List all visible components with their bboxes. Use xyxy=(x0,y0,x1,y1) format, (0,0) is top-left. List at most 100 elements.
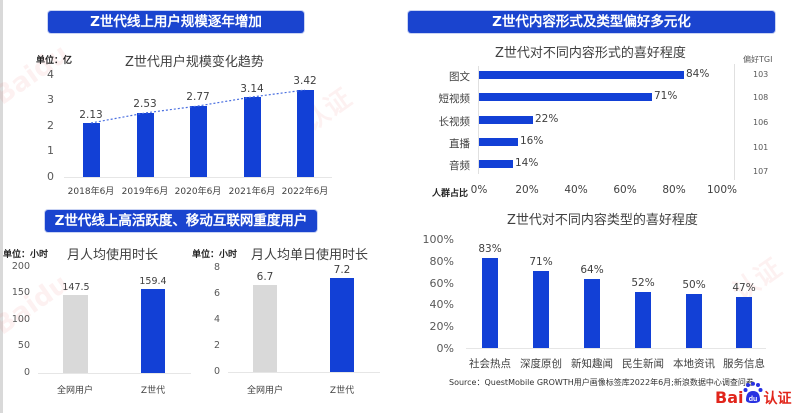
hbar-live xyxy=(479,138,518,146)
x-label: 2022年6月 xyxy=(281,187,329,197)
x-label: 全网用户 xyxy=(56,386,93,396)
y-tick: 6 xyxy=(213,288,220,299)
unit-label: 单位：小时 xyxy=(192,250,238,260)
y-label: 图文 xyxy=(449,71,470,83)
bar-2022 xyxy=(297,90,314,177)
y-tick: 80% xyxy=(429,255,454,268)
x-label: 全网用户 xyxy=(246,386,283,396)
bar-new-knowledge xyxy=(584,279,600,348)
section-header: Z世代内容形式及类型偏好多元化 xyxy=(408,11,775,33)
tgi-value: 106 xyxy=(753,118,769,127)
hbar-graphic xyxy=(479,71,684,79)
tgi-divider xyxy=(734,64,735,180)
bar-2020 xyxy=(190,106,207,177)
section-header: Z世代线上用户规模逐年增加 xyxy=(48,11,304,33)
x-label: 2020年6月 xyxy=(174,187,222,197)
value-label: 71% xyxy=(654,90,678,102)
unit-label: 单位：亿 xyxy=(36,56,73,66)
x-tick: 20% xyxy=(515,184,539,196)
tgi-value: 103 xyxy=(753,70,769,79)
trend-line xyxy=(90,89,306,124)
x-label: 本地资讯 xyxy=(673,358,715,370)
x-label: Z世代 xyxy=(329,386,355,396)
value-label: 16% xyxy=(520,135,544,147)
paw-icon: du xyxy=(743,382,763,405)
tgi-value: 101 xyxy=(753,143,769,152)
x-axis-label: 人群占比 xyxy=(432,189,469,199)
value-label: 84% xyxy=(686,68,710,80)
x-tick: 40% xyxy=(564,184,588,196)
unit-label: 单位：小时 xyxy=(3,250,49,260)
value-label: 7.2 xyxy=(333,264,351,276)
y-tick: 20% xyxy=(429,320,454,333)
svg-text:du: du xyxy=(749,396,758,403)
value-label: 147.5 xyxy=(62,282,90,293)
tgi-header: 偏好TGI xyxy=(743,55,773,64)
x-label: 社会热点 xyxy=(469,358,511,370)
hbar-audio xyxy=(479,160,513,168)
y-tick: 60% xyxy=(429,277,454,290)
hbar-long-video xyxy=(479,116,533,124)
y-label: 短视频 xyxy=(438,93,471,105)
left-edge-divider xyxy=(0,0,3,413)
value-label: 47% xyxy=(732,282,756,294)
section-header: Z世代线上高活跃度、移动互联网重度用户 xyxy=(45,210,317,232)
x-label: 深度原创 xyxy=(520,358,562,370)
y-label: 音频 xyxy=(449,160,470,172)
watermark: 认证 xyxy=(727,253,788,308)
x-tick: 0% xyxy=(470,184,488,196)
x-label: 服务信息 xyxy=(723,358,765,370)
chart-title: Z世代用户规模变化趋势 xyxy=(125,55,264,70)
bar-livelihood-news xyxy=(635,292,651,348)
value-label: 6.7 xyxy=(256,271,274,283)
value-label: 2.13 xyxy=(79,109,103,121)
bar-2021 xyxy=(244,97,261,177)
value-label: 64% xyxy=(580,264,604,276)
value-label: 50% xyxy=(682,279,706,291)
chart-title: 月人均使用时长 xyxy=(67,248,159,263)
y-tick: 2 xyxy=(213,340,220,351)
logo-suffix: 认证 xyxy=(763,391,792,407)
bar-gen-z xyxy=(330,278,354,372)
y-tick: 4 xyxy=(47,68,54,81)
x-axis-line xyxy=(38,373,191,374)
bar-2019 xyxy=(137,113,154,177)
value-label: 2.53 xyxy=(133,98,157,110)
x-tick: 80% xyxy=(662,184,686,196)
value-label: 71% xyxy=(529,256,553,268)
value-label: 22% xyxy=(535,113,559,125)
bar-local-news xyxy=(686,294,702,348)
bar-all-users xyxy=(63,295,88,373)
value-label: 3.42 xyxy=(293,75,317,87)
y-tick: 40% xyxy=(429,298,454,311)
y-tick: 200 xyxy=(11,261,30,272)
y-tick: 100 xyxy=(11,314,30,325)
x-label: Z世代 xyxy=(140,386,166,396)
x-label: 新知趣闻 xyxy=(571,358,613,370)
bar-gen-z xyxy=(141,289,165,373)
value-label: 52% xyxy=(631,277,655,289)
source-note: Source：QuestMobile GROWTH用户画像标签库2022年6月;… xyxy=(449,378,754,387)
chart-title: Z世代对不同内容类型的喜好程度 xyxy=(507,213,698,228)
bar-2018 xyxy=(83,123,100,177)
y-label: 长视频 xyxy=(438,116,471,128)
baidu-logo: Bai du 认证 xyxy=(715,382,792,408)
tgi-value: 108 xyxy=(753,93,769,102)
x-label: 2018年6月 xyxy=(67,187,115,197)
bar-all-users xyxy=(253,285,277,372)
value-label: 3.14 xyxy=(240,83,264,95)
y-tick: 50 xyxy=(17,340,30,351)
y-label: 直播 xyxy=(449,138,470,150)
x-label: 民生新闻 xyxy=(622,358,664,370)
y-tick: 0% xyxy=(436,342,454,355)
y-tick: 0 xyxy=(213,366,220,377)
hbar-short-video xyxy=(479,93,652,101)
y-tick: 3 xyxy=(47,93,54,106)
y-tick: 2 xyxy=(47,119,54,132)
chart-title: Z世代对不同内容形式的喜好程度 xyxy=(495,46,686,61)
x-label: 2021年6月 xyxy=(228,187,276,197)
logo-bai: Bai xyxy=(715,388,744,407)
tgi-value: 107 xyxy=(753,167,769,176)
value-label: 14% xyxy=(515,157,539,169)
x-axis-line xyxy=(466,348,766,349)
